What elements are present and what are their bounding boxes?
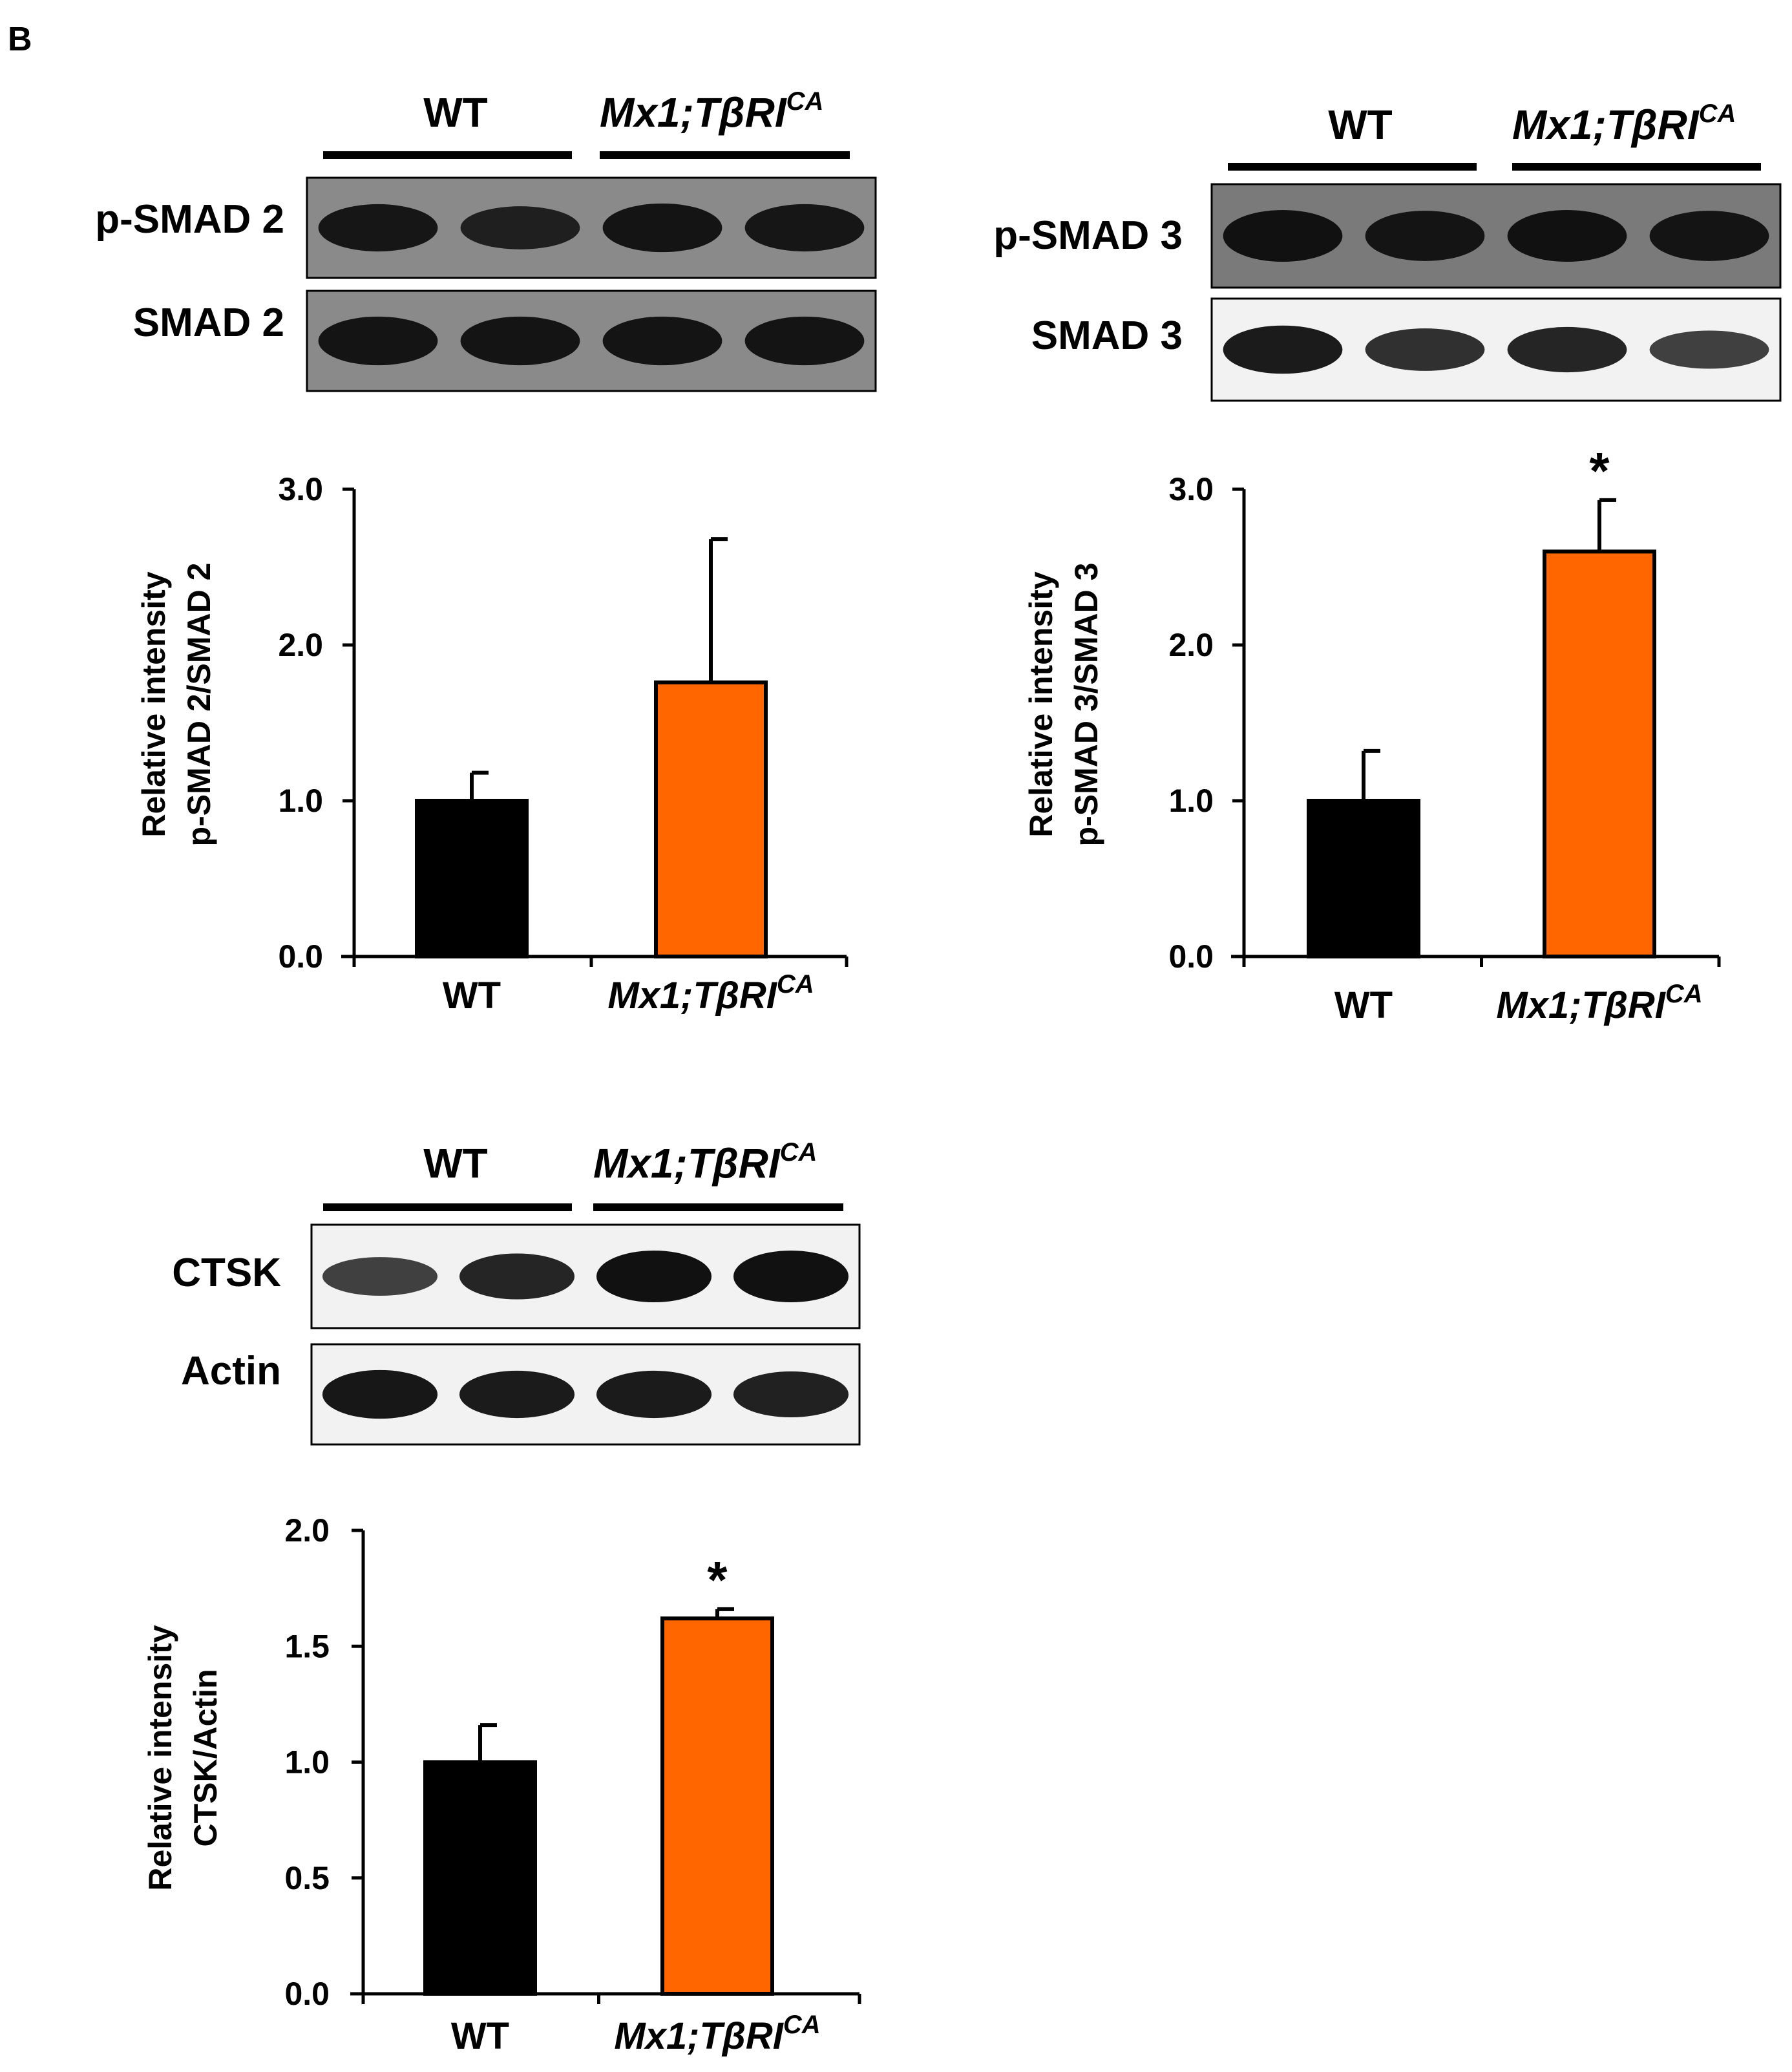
blot-smad3: WT Mx1;TβRICA p-SMAD 3 SMAD 3	[993, 100, 1782, 402]
y-tick-label: 1.5	[284, 1628, 330, 1664]
category-label: WT	[443, 975, 501, 1017]
bar-chart-2: 0.0 1.0 2.0 3.0 Relative intensity p-SMAD 3/S…	[1023, 442, 1721, 1026]
blot-band	[602, 316, 722, 366]
category-label: WT	[451, 2015, 509, 2057]
blot-band	[596, 1370, 712, 1419]
group-label-wt: WT	[423, 89, 488, 136]
y-tick-label: 1.0	[278, 783, 323, 819]
category-label-main: Mx1;TβRI	[1496, 984, 1666, 1026]
y-tick-label: 3.0	[278, 471, 323, 507]
bar	[415, 799, 529, 958]
category-label: Mx1;TβRICA	[607, 970, 814, 1017]
bar	[660, 1616, 774, 1996]
band-label: CTSK	[172, 1251, 281, 1295]
blot-band	[596, 1251, 712, 1302]
band-label: SMAD 2	[133, 301, 284, 345]
blot-band	[1507, 210, 1627, 262]
category-label-main: Mx1;TβRI	[614, 2015, 784, 2057]
blot-band	[459, 1370, 575, 1419]
y-tick-label: 0.0	[1168, 938, 1214, 975]
category-label-sup: CA	[1665, 980, 1703, 1008]
band-label: p-SMAD 2	[95, 197, 284, 242]
significance-mark: *	[707, 1551, 728, 1609]
blot-band	[1507, 326, 1627, 373]
y-axis-title-line2: p-SMAD 2/SMAD 2	[181, 563, 217, 847]
y-tick-label: 0.5	[284, 1860, 330, 1896]
y-tick-label: 2.0	[284, 1512, 330, 1549]
y-axis-title-line2: CTSK/Actin	[187, 1669, 224, 1847]
bar	[1307, 799, 1420, 958]
blot-band	[1649, 211, 1769, 261]
category-label-main: WT	[443, 975, 501, 1017]
group-label-mutant-sup: CA	[1699, 100, 1736, 128]
blot-band	[1365, 328, 1485, 371]
category-label-main: WT	[451, 2015, 509, 2057]
blot-band	[322, 1369, 438, 1419]
group-label-wt: WT	[1328, 101, 1393, 148]
blot-band	[744, 316, 865, 366]
y-axis-title: Relative intensity	[142, 1625, 178, 1890]
category-label: Mx1;TβRICA	[1496, 980, 1702, 1026]
significance-mark: *	[1589, 442, 1610, 500]
category-label-main: WT	[1334, 984, 1393, 1026]
group-label-mutant: Mx1;TβRICA	[600, 87, 823, 136]
group-label-mutant: Mx1;TβRICA	[1512, 100, 1736, 148]
group-label-mutant-main: Mx1;TβRI	[1512, 101, 1700, 148]
band-label: p-SMAD 3	[993, 213, 1183, 258]
blot-band	[322, 1257, 438, 1296]
band-label: Actin	[181, 1349, 281, 1393]
y-tick-label: 1.0	[1168, 783, 1214, 819]
y-axis-title: Relative intensity	[1023, 571, 1059, 837]
y-tick-label: 3.0	[1168, 471, 1214, 507]
y-tick-label: 2.0	[1168, 627, 1214, 663]
group-label-wt: WT	[423, 1140, 488, 1187]
group-label-mutant-sup: CA	[780, 1138, 817, 1167]
blot-smad2: WT Mx1;TβRICA p-SMAD 2 SMAD 2	[95, 87, 877, 392]
bar	[423, 1760, 537, 1996]
bar	[1543, 549, 1656, 958]
bar-chart-1: 0.0 1.0 2.0 3.0 Relative intensity p-SMAD 2/S…	[136, 471, 849, 1017]
y-tick-label: 0.0	[284, 1976, 330, 2012]
bar-chart-3: 0.0 0.5 1.0 1.5 2.0 Relative intensity CTSK/Ac…	[142, 1512, 861, 2057]
y-axis-title-line2: p-SMAD 3/SMAD 3	[1068, 563, 1104, 847]
panel-letter: B	[8, 21, 32, 58]
blot-band	[733, 1251, 849, 1302]
blot-band	[318, 316, 438, 366]
group-label-mutant-main: Mx1;TβRI	[593, 1140, 781, 1187]
blot-band	[1223, 325, 1343, 374]
category-label-sup: CA	[777, 970, 814, 999]
blot-band	[318, 204, 438, 252]
y-tick-label: 0.0	[278, 938, 323, 975]
bar	[654, 680, 768, 958]
blot-ctsk: WT Mx1;TβRICA CTSK Actin	[172, 1138, 861, 1446]
band-label: SMAD 3	[1031, 313, 1183, 358]
group-label-mutant: Mx1;TβRICA	[593, 1138, 817, 1187]
blot-band	[460, 316, 580, 366]
blot-band	[460, 206, 580, 249]
blot-band	[733, 1371, 849, 1417]
blot-band	[744, 204, 865, 252]
group-label-mutant-main: Mx1;TβRI	[600, 89, 787, 136]
y-axis-title: Relative intensity	[136, 571, 172, 837]
y-tick-label: 1.0	[284, 1744, 330, 1781]
category-label-sup: CA	[783, 2011, 821, 2039]
blot-band	[1223, 210, 1343, 262]
category-label: Mx1;TβRICA	[614, 2011, 820, 2057]
category-label-main: Mx1;TβRI	[607, 975, 777, 1017]
group-label-mutant-sup: CA	[786, 87, 824, 116]
category-label: WT	[1334, 984, 1393, 1026]
blot-band	[1365, 211, 1485, 261]
blot-band	[1649, 330, 1769, 369]
blot-band	[602, 203, 722, 253]
y-tick-label: 2.0	[278, 627, 323, 663]
blot-band	[459, 1253, 575, 1300]
